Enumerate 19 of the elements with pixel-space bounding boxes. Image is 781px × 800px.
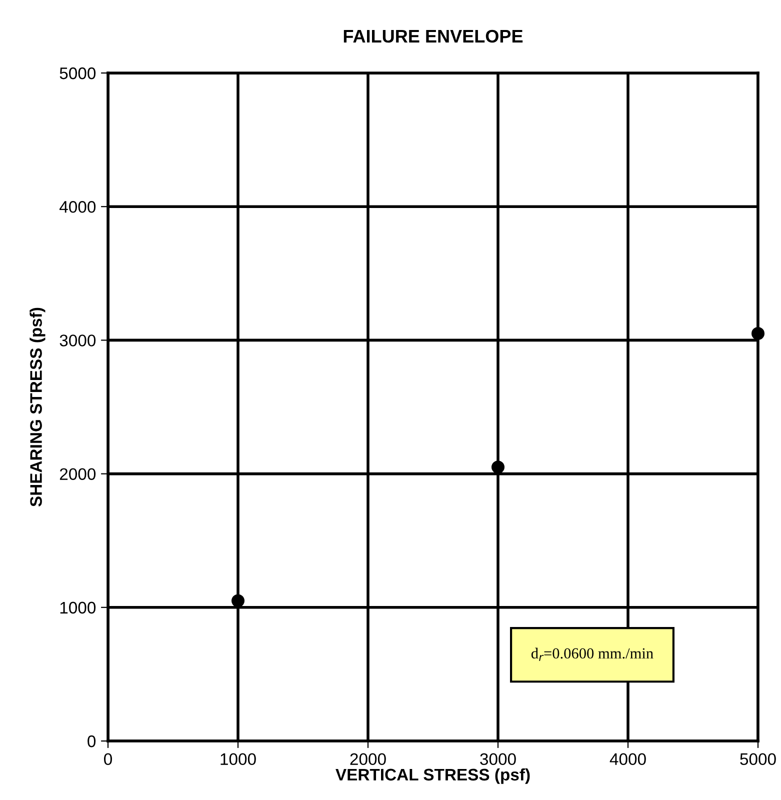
y-tick-label: 0 <box>88 735 96 748</box>
chart-title: FAILURE ENVELOPE <box>344 30 523 43</box>
x-tick-label: 4000 <box>610 753 646 766</box>
point <box>751 327 765 340</box>
x-tick-label: 3000 <box>480 753 516 766</box>
x-tick-label: 2000 <box>350 753 386 766</box>
y-tick-label: 2000 <box>60 468 96 480</box>
y-axis-title: SHEARING STRESS (psf) <box>30 308 46 507</box>
annotation: d$_{r}$=0.0600 mm./min <box>531 648 654 661</box>
x-tick-label: 5000 <box>740 753 776 766</box>
y-tick-label: 5000 <box>60 67 96 80</box>
y-tick-label: 1000 <box>60 602 96 614</box>
y-tick-label: 4000 <box>60 201 96 213</box>
point <box>491 460 505 474</box>
x-tick-label: 0 <box>104 753 112 766</box>
y-tick-label: 3000 <box>60 334 96 346</box>
x-tick-label: 1000 <box>220 753 256 766</box>
point <box>231 594 245 608</box>
x-axis-title: VERTICAL STRESS (psf) <box>336 768 530 784</box>
